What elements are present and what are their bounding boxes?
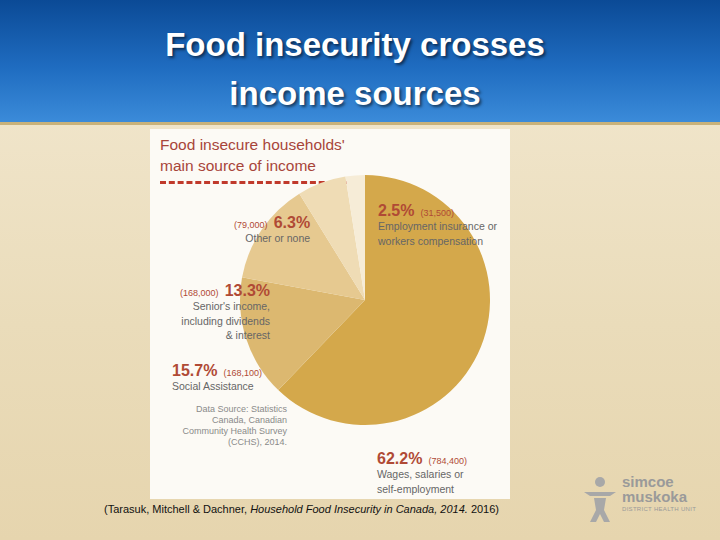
html-text:muskoka: muskoka <box>622 488 687 505</box>
svg-text:(168,000) 13.3%Senior's incom: (168,000) 13.3%Senior's income,including… <box>180 282 270 341</box>
svg-text:62.2% (784,400)Wages, salarie: 62.2% (784,400)Wages, salaries orself-em… <box>377 450 467 495</box>
html-text:Food insecure households' main: Food insecure households' main source of… <box>160 136 345 174</box>
svg-text:15.7% (168,100)Social Assista: 15.7% (168,100)Social Assistance <box>172 362 262 392</box>
html-text:(Tarasuk, Mitchell & Dachner,: (Tarasuk, Mitchell & Dachner, Household … <box>104 503 499 515</box>
svg-text:2.5% (31,500)Employment insur: 2.5% (31,500)Employment insurance orwork… <box>377 202 498 247</box>
html-text:DISTRICT HEALTH UNIT: DISTRICT HEALTH UNIT <box>622 506 697 512</box>
html-text:Food insecurity crosses income: Food insecurity crosses income sources <box>165 26 545 112</box>
html-text:simcoe: simcoe <box>622 473 674 490</box>
html-text:Data Source: Statistics Canada: Data Source: Statistics Canada, Canadian… <box>182 404 287 447</box>
svg-text:(79,000) 6.3%Other or none: (79,000) 6.3%Other or none <box>234 214 310 244</box>
